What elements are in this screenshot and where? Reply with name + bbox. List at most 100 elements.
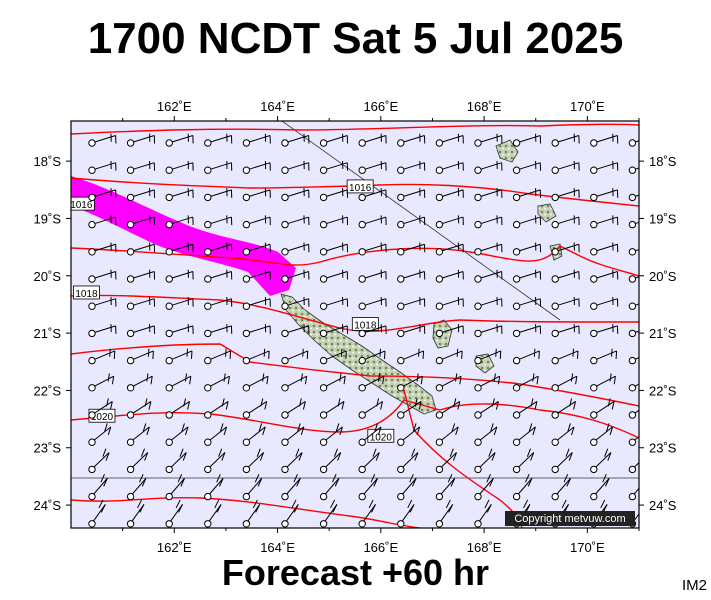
wind-barb	[281, 188, 310, 202]
wind-barb	[551, 398, 577, 419]
wind-barb	[242, 188, 271, 202]
wind-barb	[358, 269, 387, 283]
wind-barb	[281, 423, 305, 446]
wind-barb	[281, 269, 310, 283]
wind-barb	[165, 448, 187, 474]
lon-label-top: 164˚E	[260, 99, 295, 114]
wind-barb	[319, 499, 338, 528]
wind-barb	[628, 383, 639, 392]
wind-barb	[204, 324, 233, 338]
wind-barb	[165, 160, 194, 174]
wind-barb	[126, 188, 156, 202]
lat-label-right: 23˚S	[649, 441, 677, 456]
wind-barb	[358, 215, 387, 229]
wind-barb	[512, 296, 542, 310]
wind-barb	[551, 160, 580, 174]
wind-barb	[165, 269, 194, 283]
wind-barb	[628, 461, 639, 474]
wind-barb	[551, 448, 573, 474]
lat-label-left: 24˚S	[34, 498, 62, 513]
wind-barb	[435, 133, 464, 147]
wind-barb	[512, 448, 535, 474]
wind-barb	[165, 242, 194, 256]
wind-barb	[435, 269, 464, 283]
wind-barb	[242, 373, 269, 392]
wind-barb	[319, 448, 342, 474]
wind-barb	[551, 296, 580, 310]
lat-label-right: 22˚S	[649, 383, 677, 398]
product-code: IM2	[681, 577, 707, 594]
wind-barb	[319, 324, 349, 338]
map-title: 1700 NCDT Sat 5 Jul 2025	[87, 14, 624, 63]
wind-barb	[397, 348, 425, 365]
wind-barb	[590, 398, 615, 419]
lon-label-bottom: 164˚E	[260, 540, 295, 555]
wind-barb	[126, 269, 156, 283]
wind-barb	[126, 324, 156, 338]
wind-barb	[165, 499, 183, 528]
wind-barb	[204, 269, 233, 283]
wind-barb	[590, 133, 619, 147]
wind-barb	[242, 324, 271, 338]
lon-label-bottom: 168˚E	[467, 540, 502, 555]
lat-label-right: 21˚S	[649, 326, 677, 341]
wind-barb	[204, 160, 233, 174]
wind-barb	[435, 348, 463, 365]
wind-barb	[512, 324, 542, 338]
wind-barb	[204, 423, 228, 446]
wind-barb	[165, 215, 194, 229]
wind-barb	[397, 215, 426, 229]
wind-barb	[165, 348, 193, 365]
svg-text:1020: 1020	[370, 432, 393, 443]
wind-barb	[512, 242, 542, 256]
wind-barb	[204, 348, 232, 365]
wind-barb	[551, 242, 580, 256]
wind-barb	[397, 398, 422, 419]
lon-label-top: 170˚E	[570, 99, 605, 114]
wind-barb	[358, 348, 386, 365]
boundary-line	[281, 121, 561, 321]
wind-barb	[126, 448, 149, 474]
copyright-box	[505, 511, 635, 526]
wind-barb	[474, 269, 503, 283]
wind-barb	[281, 215, 310, 229]
wind-barb	[126, 373, 153, 392]
wind-barb	[590, 373, 616, 392]
copyright-text: Copyright metvuw.com	[514, 513, 625, 525]
wind-barb	[628, 487, 639, 501]
wind-barb	[165, 188, 194, 202]
wind-barb	[512, 160, 542, 174]
wind-barb	[281, 133, 310, 147]
wind-barb	[126, 398, 152, 419]
wind-barb	[397, 160, 426, 174]
wind-barb	[435, 398, 461, 419]
wind-barb	[281, 474, 301, 501]
wind-barb	[319, 133, 349, 147]
lat-label-left: 23˚S	[34, 441, 62, 456]
wind-barb	[88, 242, 117, 256]
wind-barb	[512, 373, 539, 392]
wind-barb	[242, 160, 271, 174]
wind-barb	[590, 242, 619, 256]
wind-barb	[88, 215, 117, 229]
wind-barb	[397, 269, 426, 283]
wind-barb	[242, 269, 271, 283]
wind-barb	[551, 373, 578, 392]
wind-barb	[397, 373, 423, 392]
wind-barb	[551, 324, 580, 338]
wind-barb	[474, 499, 492, 528]
wind-barb	[512, 423, 536, 446]
wind-barb	[435, 448, 458, 474]
wind-barb	[474, 160, 503, 174]
wind-barb	[242, 242, 271, 256]
wind-barb	[88, 398, 113, 419]
wind-barb	[397, 423, 421, 446]
rain-swath	[71, 176, 296, 296]
wind-barb	[88, 188, 117, 202]
wind-barb	[474, 324, 503, 338]
wind-barb	[590, 160, 619, 174]
wind-barb	[397, 188, 426, 202]
wind-barb	[512, 348, 540, 365]
wind-barb	[590, 188, 619, 202]
